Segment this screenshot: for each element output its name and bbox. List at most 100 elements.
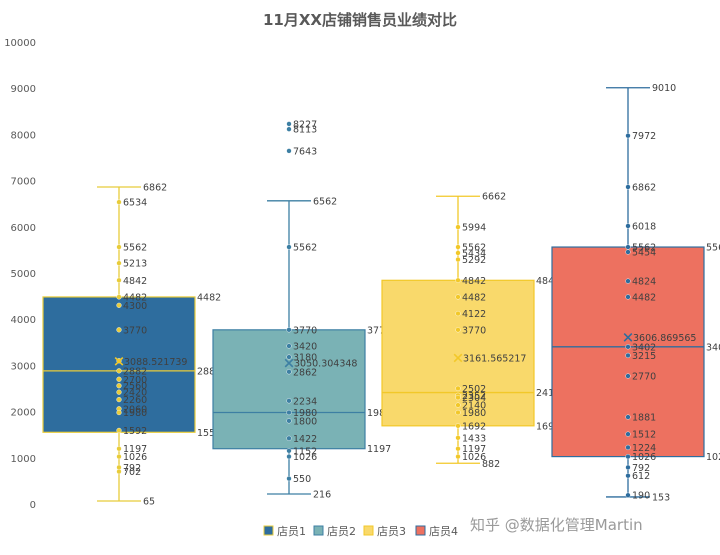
legend-label: 店员1 <box>277 524 306 538</box>
point-label: 1800 <box>293 416 317 427</box>
data-point <box>455 277 461 283</box>
data-point <box>625 492 631 498</box>
data-point <box>286 369 292 375</box>
point-label: 2862 <box>293 367 317 378</box>
data-point <box>286 448 292 454</box>
box-series-2: 8227811376435562377034203180286222341980… <box>212 119 391 501</box>
legend-item-1: 店员1 <box>263 524 306 538</box>
max-label: 9010 <box>652 83 676 94</box>
data-point <box>286 354 292 360</box>
point-label: 1026 <box>293 452 317 463</box>
point-label: 1692 <box>462 421 486 432</box>
mean-marker <box>284 358 294 368</box>
point-label: 1512 <box>632 430 656 441</box>
data-point <box>116 383 122 389</box>
point-label: 2234 <box>293 396 317 407</box>
point-label: 6018 <box>632 221 656 232</box>
legend-item-4: 店员4 <box>415 524 458 538</box>
data-point <box>455 327 461 333</box>
mean-marker <box>114 356 124 366</box>
legend-swatch <box>263 525 274 536</box>
data-point <box>116 396 122 403</box>
point-label: 5292 <box>462 255 486 266</box>
point-label: 1433 <box>462 433 486 444</box>
point-label: 1980 <box>293 408 317 419</box>
y-tick-label: 8000 <box>11 130 36 141</box>
point-label: 4482 <box>123 292 147 303</box>
data-point <box>286 398 292 404</box>
mean-label: 3606.869565 <box>633 333 696 344</box>
min-label: 65 <box>143 496 155 507</box>
data-point <box>455 394 461 401</box>
point-label: 5213 <box>123 259 147 270</box>
point-label: 8113 <box>293 125 317 136</box>
data-point <box>116 260 122 266</box>
point-label: 702 <box>123 467 141 478</box>
mean-marker <box>453 353 463 363</box>
y-tick-label: 5000 <box>11 269 36 280</box>
q3-label: 3770 <box>367 325 391 336</box>
data-point <box>625 244 631 250</box>
y-tick-label: 7000 <box>11 177 36 188</box>
median-label: 2882 <box>197 366 221 377</box>
data-point <box>625 431 631 437</box>
data-point <box>455 385 461 392</box>
point-label: 2700 <box>123 375 147 386</box>
data-point <box>455 453 461 460</box>
data-point <box>625 352 631 359</box>
chart-title: 11月XX店铺销售员业绩对比 <box>263 11 457 29</box>
data-point <box>286 121 292 127</box>
point-label: 6862 <box>632 182 656 193</box>
data-point <box>625 344 631 350</box>
point-label: 2770 <box>632 372 656 383</box>
median-label: 2412 <box>536 388 560 399</box>
point-label: 1026 <box>462 452 486 463</box>
data-point <box>286 435 292 441</box>
data-point <box>116 409 122 416</box>
q1-label: 1197 <box>367 444 391 455</box>
data-point <box>455 423 461 429</box>
point-label: 4842 <box>123 276 147 287</box>
point-label: 612 <box>632 471 650 482</box>
data-point <box>455 446 461 452</box>
point-label: 4122 <box>462 309 486 320</box>
data-point <box>116 327 122 333</box>
q3-label: 4842 <box>536 276 560 287</box>
point-label: 8227 <box>293 119 317 130</box>
point-label: 5562 <box>293 243 317 254</box>
y-tick-label: 9000 <box>11 84 36 95</box>
point-label: 5434 <box>462 248 486 259</box>
min-label: 153 <box>652 492 670 503</box>
data-point <box>625 414 631 420</box>
point-label: 4482 <box>632 292 656 303</box>
min-label: 882 <box>482 459 500 470</box>
point-label: 4482 <box>462 292 486 303</box>
legend-item-2: 店员2 <box>313 524 356 538</box>
point-label: 3770 <box>123 325 147 336</box>
point-label: 1197 <box>123 444 147 455</box>
data-point <box>625 453 631 460</box>
legend-item-3: 店员3 <box>363 524 406 538</box>
plot-area: 6534556252134842448243003770288227002560… <box>42 83 720 507</box>
point-label: 2060 <box>123 404 147 415</box>
legend-swatch <box>363 525 374 536</box>
point-label: 3402 <box>632 342 656 353</box>
point-label: 1422 <box>293 434 317 445</box>
box-iqr <box>551 246 705 458</box>
data-point <box>116 302 122 308</box>
point-label: 5562 <box>123 243 147 254</box>
point-label: 2882 <box>123 366 147 377</box>
point-label: 1881 <box>632 413 656 424</box>
y-tick-label: 0 <box>30 500 36 511</box>
point-label: 4824 <box>632 277 656 288</box>
box-series-1: 6534556252134842448243003770288227002560… <box>42 182 221 507</box>
data-point <box>116 277 122 283</box>
data-point <box>455 402 461 408</box>
data-point <box>286 148 292 154</box>
data-point <box>625 278 631 284</box>
mean-marker <box>623 332 633 342</box>
data-point <box>286 418 292 424</box>
data-point <box>116 446 122 452</box>
point-label: 2352 <box>462 391 486 402</box>
